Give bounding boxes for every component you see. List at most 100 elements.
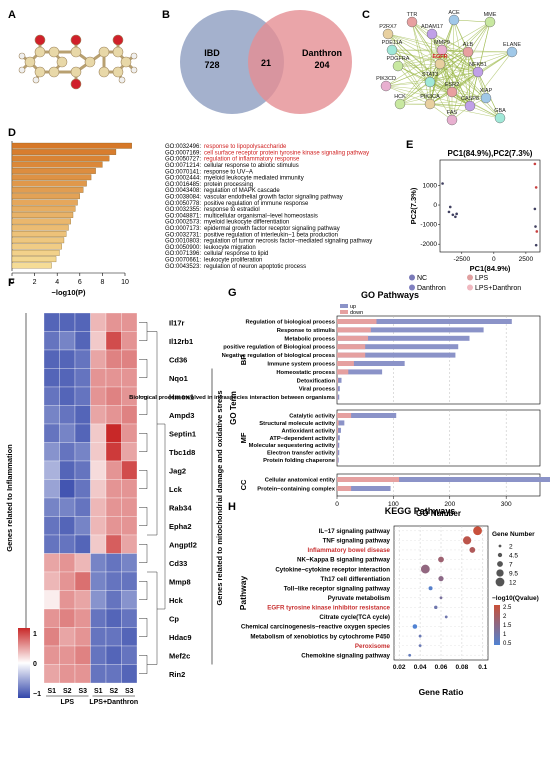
network-edge xyxy=(477,51,513,73)
heatmap-cell xyxy=(59,627,76,647)
network-edge xyxy=(451,91,487,99)
kegg-size-legend-title: Gene Number xyxy=(492,531,535,538)
network-edge xyxy=(431,33,469,53)
heatmap-gene-label: Mef2c xyxy=(169,651,190,660)
heatmap-cell xyxy=(43,331,60,351)
network-node-label: ESR2 xyxy=(445,82,459,88)
network-edge xyxy=(439,63,453,121)
pca-legend-swatch xyxy=(409,284,415,291)
go-term-label: Negative regulation of biological proces… xyxy=(222,353,335,359)
pca-x-tick-label: 2500 xyxy=(519,256,534,263)
heatmap-cell xyxy=(121,405,138,425)
heatmap-cell xyxy=(59,442,76,462)
go-d-term-label: regulation of tumor necrosis factor−medi… xyxy=(204,239,372,245)
heatmap-cell xyxy=(90,627,107,647)
go-bar-down xyxy=(337,377,339,383)
molecule-atom xyxy=(48,46,60,58)
pca-legend-label: LPS xyxy=(475,275,489,282)
heatmap-cell xyxy=(105,645,122,665)
go-section-label: CC xyxy=(239,479,248,490)
go-bar-down xyxy=(337,486,352,491)
network-edge xyxy=(385,49,443,87)
molecule-atom xyxy=(32,76,40,84)
go-bar-up xyxy=(337,386,340,392)
kegg-color-legend xyxy=(494,605,500,645)
kegg-bubble xyxy=(438,556,444,563)
heatmap-cell xyxy=(59,312,76,332)
heatmap-cell xyxy=(74,627,91,647)
molecule-atom xyxy=(18,66,26,74)
heatmap-dendrogram xyxy=(139,470,148,489)
heatmap-gene-label: Rab34 xyxy=(169,503,192,512)
go-section-frame xyxy=(336,473,541,497)
kegg-bubble xyxy=(439,596,443,600)
network-edge xyxy=(441,49,479,73)
heatmap-cell xyxy=(105,331,122,351)
go-bar-up xyxy=(337,369,383,375)
network-edge xyxy=(453,19,491,23)
kegg-bubble xyxy=(420,564,430,574)
go-d-term-id: GO:0071396: xyxy=(165,251,201,257)
heatmap-dendrogram xyxy=(147,331,158,536)
heatmap-cell xyxy=(121,423,138,443)
kegg-pathway-label: Cytokine−cytokine receptor interaction xyxy=(275,566,390,573)
go-d-term-label: positive regulation of interleukin−1 bet… xyxy=(204,232,338,238)
pca-point xyxy=(535,230,539,233)
kegg-size-legend-swatch xyxy=(496,569,504,577)
go-bar-up xyxy=(337,361,405,366)
pca-point xyxy=(533,207,537,211)
network-edge xyxy=(451,51,469,93)
go-d-term-label: regulation of inflammatory response xyxy=(204,157,300,163)
heatmap-cell xyxy=(121,590,138,610)
heatmap-cell xyxy=(74,405,91,425)
heatmap-cell xyxy=(43,423,60,443)
heatmap-cell xyxy=(105,534,122,554)
network-node-label: PDGFRA xyxy=(387,56,410,62)
heatmap-cell xyxy=(90,312,107,332)
heatmap-cell xyxy=(90,405,107,425)
network-edge xyxy=(385,85,453,93)
heatmap-cell xyxy=(105,349,122,369)
heatmap-gene-label: Jag2 xyxy=(169,466,186,475)
kegg-bubble xyxy=(412,624,418,629)
network-node xyxy=(484,16,496,28)
heatmap-cell xyxy=(90,349,107,369)
heatmap-legend-tick: 1 xyxy=(33,631,37,638)
go-legend-swatch xyxy=(340,310,348,314)
pca-legend-label: Danthron xyxy=(417,285,446,292)
network-edge xyxy=(411,21,453,93)
go-bar-down xyxy=(337,427,339,433)
network-node-label: ELANE xyxy=(503,42,521,48)
go-d-term-id: GO:0043408: xyxy=(165,188,201,194)
heatmap-cell xyxy=(105,516,122,536)
molecule-atom xyxy=(34,66,46,78)
go-term-label: Protein−containing complex xyxy=(257,487,336,493)
go-d-term-label: leukocyte migration xyxy=(204,245,256,251)
go-bar-down xyxy=(337,457,338,463)
go-bar-down xyxy=(337,327,371,333)
heatmap-sample-label: S3 xyxy=(78,688,87,695)
kegg-pathway-label: NK−Kappa B signaling pathway xyxy=(297,557,391,564)
heatmap-cell xyxy=(74,460,91,480)
go-bar-up xyxy=(337,477,550,482)
heatmap-cell xyxy=(43,479,60,499)
network-node xyxy=(464,100,476,112)
go-bar-up xyxy=(337,352,456,358)
network-edge xyxy=(397,65,431,105)
molecule-atom xyxy=(118,76,126,84)
heatmap-gene-label: Cd36 xyxy=(169,355,187,364)
network-edge xyxy=(397,49,443,67)
heatmap-cell xyxy=(105,553,122,573)
go-term-label: Antioxidant activity xyxy=(282,428,336,434)
heatmap-sample-label: S3 xyxy=(125,688,134,695)
network-node xyxy=(424,98,436,110)
network-node-label: STAT3 xyxy=(422,72,438,78)
go-term-label: Molecular sequestering activity xyxy=(249,443,336,449)
network-edge xyxy=(397,51,469,67)
pca-point xyxy=(448,205,452,209)
go-d-bar xyxy=(11,218,71,225)
heatmap-cell xyxy=(90,479,107,499)
go-d-bar xyxy=(11,186,84,193)
network-node xyxy=(380,80,392,92)
go-d-term-id: GO:0043523: xyxy=(165,264,201,270)
